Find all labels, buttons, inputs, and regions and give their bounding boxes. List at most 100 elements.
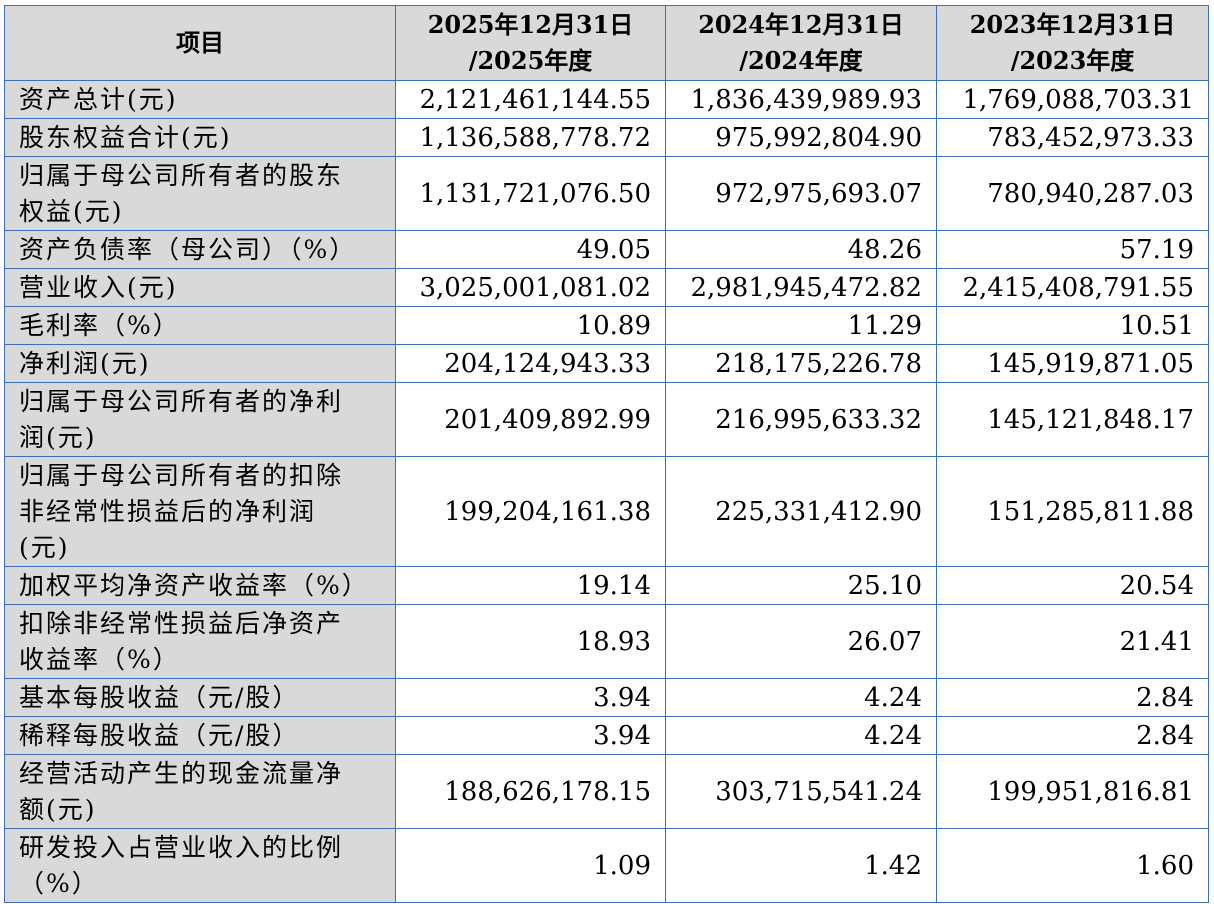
value-cell-2025: 204,124,943.33 xyxy=(395,344,666,383)
header-col-2024-date: 2024年12月31日 xyxy=(698,10,904,39)
row-label-line: 收益率（%） xyxy=(19,644,180,674)
value-cell-2023: 20.54 xyxy=(936,566,1209,605)
row-label-line: 资产总计(元) xyxy=(19,84,178,114)
row-label: 资产总计(元) xyxy=(4,80,396,119)
financial-data-table: 项目 2025年12月31日 /2025年度 2024年12月31日 /2024… xyxy=(4,5,1209,903)
row-label-line: 润(元) xyxy=(19,422,97,452)
table-row: 营业收入(元) 3,025,001,081.02 2,981,945,472.82 2… xyxy=(4,268,1209,307)
header-col-2025-date: 2025年12月31日 xyxy=(427,10,634,39)
value-cell-2023: 21.41 xyxy=(936,604,1209,679)
value-cell-2023: 10.51 xyxy=(936,306,1209,345)
value-cell-2024: 225,331,412.90 xyxy=(665,456,937,567)
table-row: 归属于母公司所有者的净利 润(元) 201,409,892.99 216,995,63… xyxy=(4,382,1209,457)
value-cell-2024: 216,995,633.32 xyxy=(665,382,937,457)
row-label-line: 经营活动产生的现金流量净 xyxy=(19,758,344,788)
row-label: 资产负债率（母公司）（%） xyxy=(4,230,396,269)
value-cell-2025: 188,626,178.15 xyxy=(395,754,666,829)
value-cell-2023: 780,940,287.03 xyxy=(936,156,1209,231)
table-row: 稀释每股收益（元/股） 3.94 4.24 2.84 xyxy=(4,716,1209,755)
row-label-line: 毛利率（%） xyxy=(19,310,180,340)
value-cell-2025: 1,131,721,076.50 xyxy=(395,156,666,231)
value-cell-2025: 10.89 xyxy=(395,306,666,345)
table-row: 经营活动产生的现金流量净 额(元) 188,626,178.15 303,715,54… xyxy=(4,754,1209,829)
value-cell-2024: 972,975,693.07 xyxy=(665,156,937,231)
row-label-line: 稀释每股收益（元/股） xyxy=(19,720,300,750)
row-label-line: 净利润(元) xyxy=(19,348,151,378)
value-cell-2023: 1.60 xyxy=(936,828,1209,903)
value-cell-2023: 2.84 xyxy=(936,678,1209,717)
value-cell-2024: 25.10 xyxy=(665,566,937,605)
value-cell-2024: 1.42 xyxy=(665,828,937,903)
table-row: 资产总计(元) 2,121,461,144.55 1,836,439,989.93 1… xyxy=(4,80,1209,119)
row-label: 加权平均净资产收益率（%） xyxy=(4,566,396,605)
value-cell-2024: 11.29 xyxy=(665,306,937,345)
row-label-line: 营业收入(元) xyxy=(19,272,178,302)
header-col-2025: 2025年12月31日 /2025年度 xyxy=(395,5,666,81)
row-label: 经营活动产生的现金流量净 额(元) xyxy=(4,754,396,829)
value-cell-2025: 19.14 xyxy=(395,566,666,605)
row-label: 稀释每股收益（元/股） xyxy=(4,716,396,755)
row-label: 研发投入占营业收入的比例 （%） xyxy=(4,828,396,903)
row-label-line: 权益(元) xyxy=(19,196,124,226)
table-row: 归属于母公司所有者的股东 权益(元) 1,131,721,076.50 972,975… xyxy=(4,156,1209,231)
header-col-2024: 2024年12月31日 /2024年度 xyxy=(665,5,937,81)
row-label-line: 股东权益合计(元) xyxy=(19,122,232,152)
table-row: 加权平均净资产收益率（%） 19.14 25.10 20.54 xyxy=(4,566,1209,605)
row-label: 净利润(元) xyxy=(4,344,396,383)
value-cell-2025: 201,409,892.99 xyxy=(395,382,666,457)
value-cell-2025: 3.94 xyxy=(395,678,666,717)
row-label-line: 归属于母公司所有者的股东 xyxy=(19,160,344,190)
table-row: 毛利率（%） 10.89 11.29 10.51 xyxy=(4,306,1209,345)
row-label-line: 资产负债率（母公司）（%） xyxy=(19,234,357,264)
value-cell-2023: 57.19 xyxy=(936,230,1209,269)
value-cell-2023: 783,452,973.33 xyxy=(936,118,1209,157)
table-row: 扣除非经常性损益后净资产 收益率（%） 18.93 26.07 21.41 xyxy=(4,604,1209,679)
row-label-line: 加权平均净资产收益率（%） xyxy=(19,570,369,600)
header-col-2025-year: /2025年度 xyxy=(468,46,593,75)
header-row: 项目 2025年12月31日 /2025年度 2024年12月31日 /2024… xyxy=(4,5,1209,81)
row-label-line: 归属于母公司所有者的扣除 xyxy=(19,460,344,490)
value-cell-2024: 975,992,804.90 xyxy=(665,118,937,157)
value-cell-2023: 1,769,088,703.31 xyxy=(936,80,1209,119)
row-label: 营业收入(元) xyxy=(4,268,396,307)
value-cell-2024: 4.24 xyxy=(665,716,937,755)
row-label: 归属于母公司所有者的扣除 非经常性损益后的净利润 (元) xyxy=(4,456,396,567)
value-cell-2024: 303,715,541.24 xyxy=(665,754,937,829)
value-cell-2025: 3.94 xyxy=(395,716,666,755)
row-label-line: 研发投入占营业收入的比例 xyxy=(19,832,344,862)
value-cell-2025: 18.93 xyxy=(395,604,666,679)
value-cell-2023: 145,121,848.17 xyxy=(936,382,1209,457)
value-cell-2025: 199,204,161.38 xyxy=(395,456,666,567)
value-cell-2024: 48.26 xyxy=(665,230,937,269)
header-col-2023-date: 2023年12月31日 xyxy=(969,10,1176,39)
value-cell-2024: 4.24 xyxy=(665,678,937,717)
row-label: 毛利率（%） xyxy=(4,306,396,345)
value-cell-2024: 218,175,226.78 xyxy=(665,344,937,383)
value-cell-2025: 3,025,001,081.02 xyxy=(395,268,666,307)
row-label-line: 非经常性损益后的净利润 xyxy=(19,496,317,526)
row-label-line: 额(元) xyxy=(19,794,97,824)
header-item: 项目 xyxy=(4,5,396,81)
row-label: 股东权益合计(元) xyxy=(4,118,396,157)
financial-table-container: 项目 2025年12月31日 /2025年度 2024年12月31日 /2024… xyxy=(4,5,1209,903)
header-col-2024-year: /2024年度 xyxy=(739,46,863,75)
value-cell-2023: 2.84 xyxy=(936,716,1209,755)
table-row: 归属于母公司所有者的扣除 非经常性损益后的净利润 (元) 199,204,161.38… xyxy=(4,456,1209,567)
row-label: 基本每股收益（元/股） xyxy=(4,678,396,717)
row-label-line: 归属于母公司所有者的净利 xyxy=(19,386,344,416)
header-col-2023: 2023年12月31日 /2023年度 xyxy=(936,5,1209,81)
value-cell-2023: 2,415,408,791.55 xyxy=(936,268,1209,307)
table-body: 资产总计(元) 2,121,461,144.55 1,836,439,989.93 1… xyxy=(4,80,1209,903)
row-label-line: 基本每股收益（元/股） xyxy=(19,682,300,712)
value-cell-2023: 145,919,871.05 xyxy=(936,344,1209,383)
value-cell-2025: 1.09 xyxy=(395,828,666,903)
value-cell-2025: 2,121,461,144.55 xyxy=(395,80,666,119)
table-row: 股东权益合计(元) 1,136,588,778.72 975,992,804.90 7… xyxy=(4,118,1209,157)
value-cell-2024: 1,836,439,989.93 xyxy=(665,80,937,119)
value-cell-2025: 1,136,588,778.72 xyxy=(395,118,666,157)
table-row: 基本每股收益（元/股） 3.94 4.24 2.84 xyxy=(4,678,1209,717)
header-col-2023-year: /2023年度 xyxy=(1010,46,1135,75)
row-label: 扣除非经常性损益后净资产 收益率（%） xyxy=(4,604,396,679)
table-row: 资产负债率（母公司）（%） 49.05 48.26 57.19 xyxy=(4,230,1209,269)
row-label-line: 扣除非经常性损益后净资产 xyxy=(19,608,344,638)
